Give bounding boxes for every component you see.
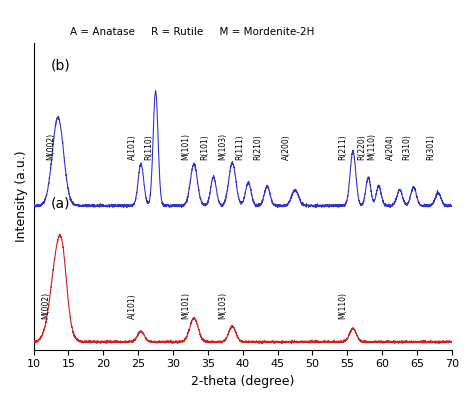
Text: M(103): M(103): [219, 133, 228, 160]
Text: M(110): M(110): [367, 133, 376, 160]
Text: A = Anatase     R = Rutile     M = Mordenite-2H: A = Anatase R = Rutile M = Mordenite-2H: [70, 27, 315, 37]
Text: (b): (b): [50, 58, 70, 73]
Text: M(002): M(002): [42, 292, 51, 319]
Text: A(200): A(200): [282, 134, 291, 160]
X-axis label: 2-theta (degree): 2-theta (degree): [191, 375, 294, 388]
Text: R(111): R(111): [235, 134, 244, 160]
Text: M(103): M(103): [219, 292, 228, 319]
Text: R(301): R(301): [427, 134, 436, 160]
Text: A(204): A(204): [386, 134, 395, 160]
Y-axis label: Intensity (a.u.): Intensity (a.u.): [15, 151, 28, 242]
Text: A(101): A(101): [128, 134, 137, 160]
Text: A(101): A(101): [128, 293, 137, 319]
Text: R(220): R(220): [357, 134, 366, 160]
Text: R(110): R(110): [144, 134, 153, 160]
Text: M(002): M(002): [46, 133, 55, 160]
Text: M(110): M(110): [338, 292, 347, 319]
Text: M(101): M(101): [181, 292, 190, 319]
Text: (a): (a): [50, 197, 70, 210]
Text: R(210): R(210): [254, 134, 263, 160]
Text: R(211): R(211): [338, 134, 347, 160]
Text: R(101): R(101): [200, 134, 209, 160]
Text: M(101): M(101): [181, 133, 190, 160]
Text: R(310): R(310): [402, 134, 411, 160]
